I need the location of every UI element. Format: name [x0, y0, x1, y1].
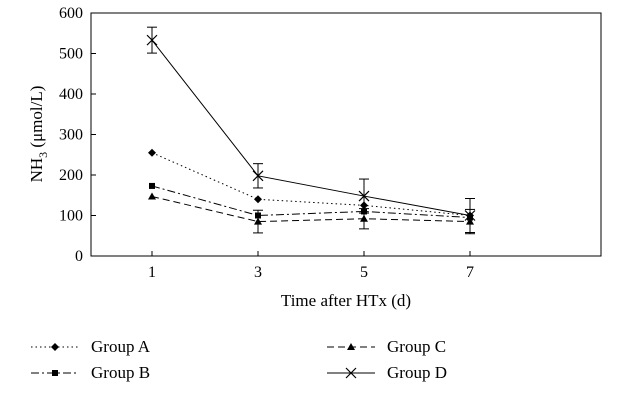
- legend-marker: [52, 370, 58, 376]
- legend-item-group-a: Group A: [31, 337, 151, 356]
- series-group-b: [149, 182, 473, 221]
- y-tick-label: 0: [75, 248, 83, 265]
- plot-frame: [90, 12, 602, 257]
- x-axis-ticks: 1 3 5 7: [148, 251, 474, 281]
- y-tick-label: 100: [59, 208, 83, 225]
- y-tick-label: 500: [59, 46, 83, 63]
- y-axis-label: NH3 (μmol/L): [27, 86, 50, 183]
- legend-marker: [347, 343, 355, 350]
- data-point: [360, 214, 368, 222]
- series-line: [151, 152, 471, 216]
- x-tick-label: 1: [148, 264, 156, 281]
- data-point: [254, 217, 262, 225]
- data-point: [148, 192, 156, 200]
- series-group-d: [146, 26, 476, 234]
- x-tick-label: 7: [466, 264, 474, 281]
- y-tick-label: 200: [59, 167, 83, 184]
- legend: Group A Group B Group C Group D: [31, 337, 447, 382]
- data-point: [146, 34, 158, 46]
- legend-label: Group A: [91, 337, 151, 356]
- series-line: [151, 39, 471, 216]
- series-line: [151, 195, 471, 223]
- y-axis-ticks: 0 100 200 300 400 500 600: [59, 5, 96, 265]
- legend-label: Group C: [387, 337, 446, 356]
- y-tick-label: 400: [59, 86, 83, 103]
- legend-item-group-c: Group C: [327, 337, 446, 356]
- data-point: [358, 190, 370, 202]
- x-tick-label: 5: [360, 264, 368, 281]
- series-group-a: [148, 148, 474, 220]
- data-point: [464, 210, 476, 221]
- y-axis-label-rest: (μmol/L): [27, 86, 46, 152]
- y-tick-label: 300: [59, 127, 83, 144]
- data-point: [252, 170, 264, 182]
- legend-marker: [51, 343, 59, 351]
- legend-marker: [345, 367, 357, 379]
- legend-item-group-d: Group D: [327, 363, 447, 382]
- y-axis-label-main: NH: [27, 158, 46, 183]
- series-line: [151, 185, 471, 219]
- x-axis-label: Time after HTx (d): [281, 291, 411, 310]
- series-layer: [146, 26, 476, 235]
- legend-label: Group D: [387, 363, 447, 382]
- legend-item-group-b: Group B: [31, 363, 150, 382]
- legend-label: Group B: [91, 363, 150, 382]
- data-point: [254, 195, 262, 204]
- x-tick-label: 3: [254, 264, 262, 281]
- data-point: [148, 148, 156, 157]
- y-axis-label-subscript: 3: [36, 152, 50, 158]
- y-tick-label: 600: [59, 5, 83, 22]
- data-point: [149, 182, 155, 189]
